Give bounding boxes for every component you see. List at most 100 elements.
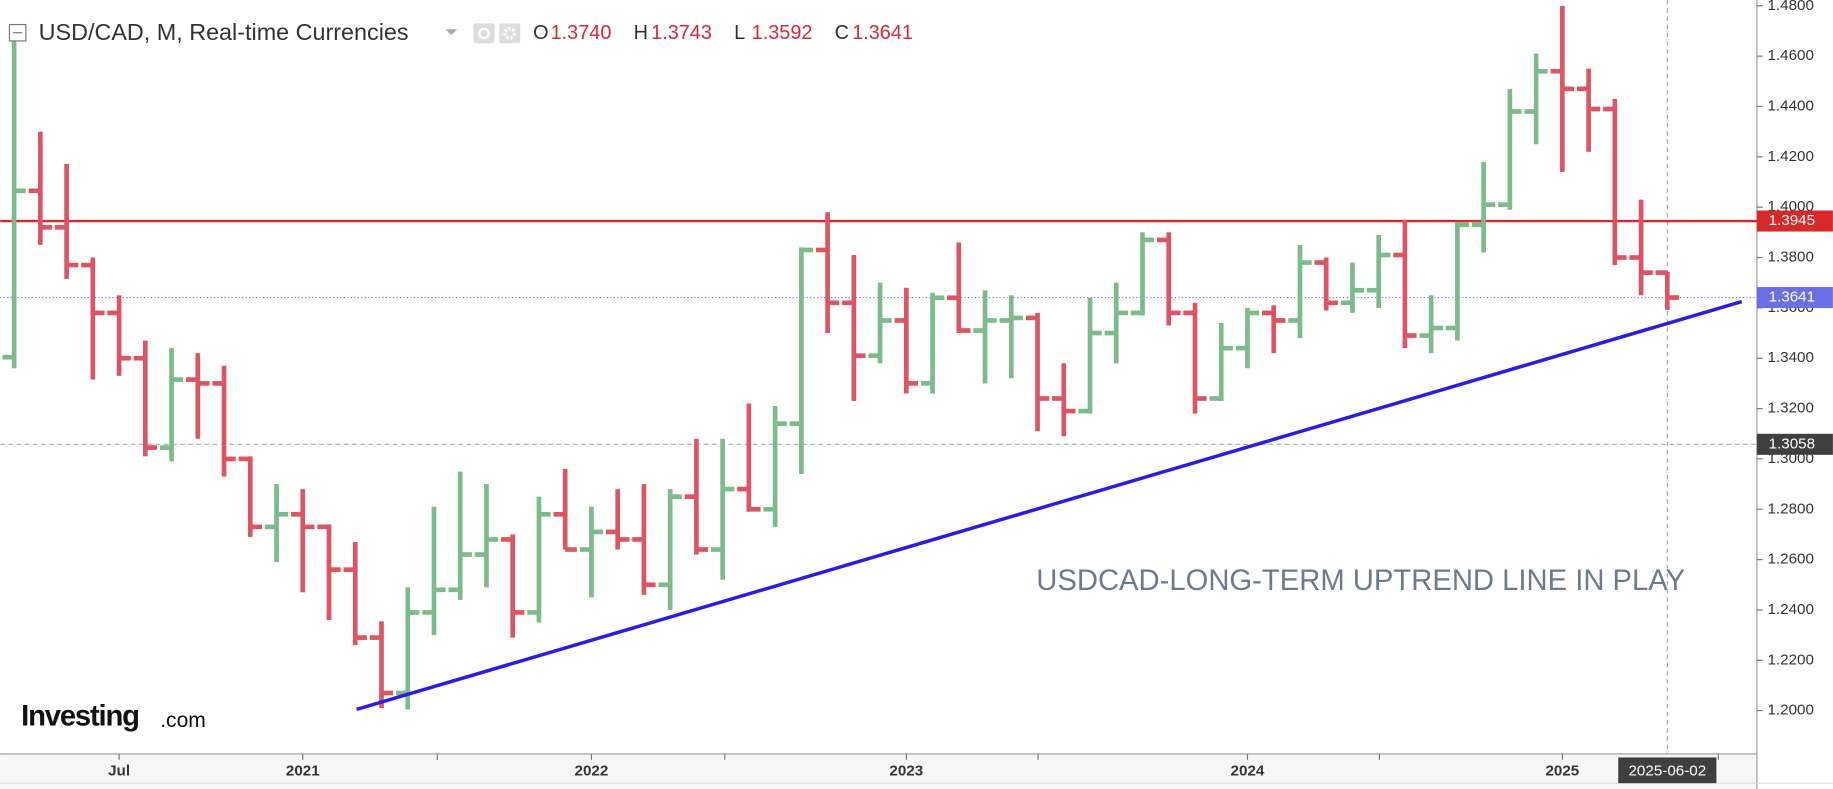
bar-open bbox=[1550, 68, 1563, 74]
bar-open bbox=[1052, 396, 1064, 401]
bar-close bbox=[1116, 310, 1128, 316]
bar-close bbox=[643, 582, 656, 588]
bar-range bbox=[536, 496, 542, 623]
bar-open bbox=[1629, 255, 1642, 260]
bar-open bbox=[501, 537, 513, 542]
y-tick-label: 1.2800 bbox=[1767, 500, 1813, 517]
bar-close bbox=[460, 552, 472, 557]
visibility-button[interactable] bbox=[473, 23, 495, 44]
bar-close bbox=[880, 318, 892, 323]
bar-open bbox=[1603, 106, 1615, 112]
settings-button[interactable] bbox=[499, 23, 521, 44]
bar-close bbox=[1352, 287, 1365, 293]
price-label: 1.3945 bbox=[1769, 212, 1815, 229]
bar-range bbox=[1350, 262, 1355, 313]
bar-range bbox=[11, 39, 17, 369]
bar-close bbox=[958, 328, 971, 333]
bar-close bbox=[617, 537, 630, 542]
y-tick-label: 1.2000 bbox=[1767, 702, 1813, 719]
bar-close bbox=[1588, 106, 1601, 112]
bar-range bbox=[510, 534, 516, 638]
bar-range bbox=[90, 257, 96, 380]
bar-range bbox=[169, 348, 174, 462]
logo-brand: Investing bbox=[21, 700, 139, 732]
bar-close bbox=[512, 610, 525, 615]
bar-close bbox=[433, 587, 446, 593]
bar-range bbox=[1481, 161, 1486, 253]
bar-close bbox=[250, 524, 262, 530]
bar-close bbox=[224, 456, 236, 462]
ohlc-value: 1.3592 bbox=[752, 22, 813, 44]
bar-open bbox=[632, 537, 644, 542]
x-tick-label: 2022 bbox=[575, 762, 609, 779]
bar-open bbox=[527, 610, 539, 615]
bar-range bbox=[64, 163, 69, 279]
x-tick-label: Jul bbox=[108, 762, 130, 779]
symbol-dropdown[interactable] bbox=[445, 29, 458, 36]
bar-close bbox=[1614, 255, 1627, 260]
price-label-box bbox=[1756, 210, 1833, 232]
y-tick-label: 1.4200 bbox=[1767, 148, 1813, 165]
bar-range bbox=[877, 282, 883, 364]
bar-close bbox=[66, 262, 79, 268]
bar-range bbox=[274, 484, 279, 563]
bar-close bbox=[407, 610, 420, 615]
bar-open bbox=[1262, 310, 1274, 316]
y-tick-label: 1.3800 bbox=[1767, 249, 1813, 266]
bar-close bbox=[827, 300, 840, 306]
bar-range bbox=[142, 340, 148, 457]
x-tick-label: 2024 bbox=[1231, 762, 1265, 779]
bar-open bbox=[1340, 300, 1353, 306]
bar-range bbox=[956, 242, 962, 334]
bar-open bbox=[291, 511, 303, 517]
bar-open bbox=[1576, 86, 1589, 92]
bar-close bbox=[1063, 408, 1076, 414]
bar-open bbox=[605, 529, 618, 535]
bar-open bbox=[1130, 310, 1143, 316]
bar-open bbox=[1471, 222, 1484, 228]
bar-range bbox=[772, 406, 778, 527]
bar-range bbox=[1218, 322, 1224, 402]
bar-range bbox=[431, 506, 437, 636]
bar-open bbox=[81, 262, 93, 268]
bar-close bbox=[171, 377, 184, 382]
ohlc-key: O bbox=[533, 22, 548, 44]
bar-close bbox=[119, 355, 131, 361]
bar-open bbox=[54, 224, 67, 230]
bar-range bbox=[300, 489, 306, 593]
bar-range bbox=[457, 471, 463, 600]
bar-range bbox=[903, 287, 909, 394]
x-tick-label: 2021 bbox=[286, 762, 320, 779]
bar-close bbox=[40, 224, 53, 230]
bar-open bbox=[1288, 318, 1300, 323]
bar-close bbox=[801, 247, 814, 253]
bar-close bbox=[1536, 68, 1548, 74]
bar-close bbox=[775, 421, 787, 427]
annotation: USDCAD-LONG-TERM UPTREND LINE IN PLAY bbox=[1036, 565, 1685, 597]
bar-close bbox=[906, 381, 919, 386]
x-tick-label: 2023 bbox=[889, 762, 923, 779]
ohlc-value: 1.3743 bbox=[651, 22, 712, 44]
bar-close bbox=[853, 353, 866, 359]
bar-close bbox=[1509, 109, 1522, 114]
bar-open bbox=[1078, 408, 1091, 414]
y-tick-label: 1.4400 bbox=[1767, 97, 1813, 114]
bar-range bbox=[1455, 222, 1460, 341]
bar-range bbox=[1297, 244, 1303, 339]
ohlc-key: C bbox=[835, 22, 849, 44]
bar-open bbox=[973, 328, 986, 333]
bar-open bbox=[815, 247, 828, 253]
bar-open bbox=[133, 355, 146, 361]
bar-open bbox=[1209, 396, 1222, 401]
ohlc-value: 1.3740 bbox=[551, 22, 612, 44]
bar-open bbox=[1393, 252, 1405, 258]
bar-close bbox=[1641, 270, 1653, 275]
bar-range bbox=[799, 247, 804, 475]
bar-open bbox=[553, 511, 566, 517]
bar-range bbox=[1612, 98, 1618, 266]
bar-open bbox=[107, 310, 120, 316]
bar-close bbox=[1667, 295, 1680, 300]
bar-open bbox=[999, 318, 1012, 323]
y-tick-label: 1.2600 bbox=[1767, 551, 1813, 568]
